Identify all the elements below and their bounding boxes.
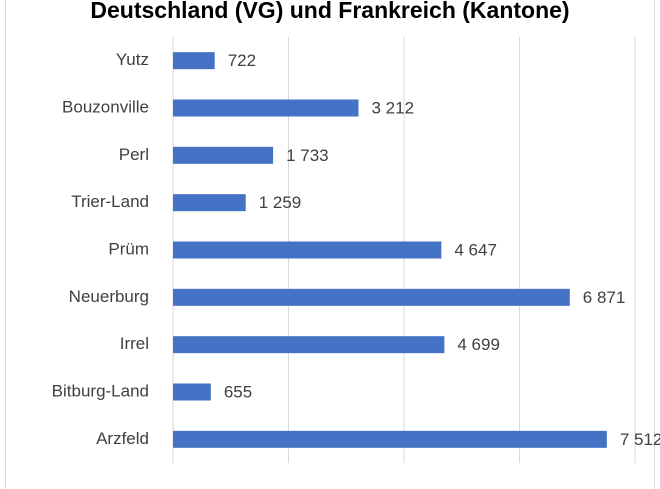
- y-tick-label: Prüm: [108, 239, 149, 258]
- y-tick-label: Yutz: [116, 50, 149, 69]
- data-label: 3 212: [371, 98, 414, 117]
- y-tick-label: Trier-Land: [71, 192, 149, 211]
- data-label: 655: [224, 382, 252, 401]
- bar: [173, 241, 442, 259]
- data-label: 1 733: [286, 146, 329, 165]
- y-tick-label: Perl: [119, 145, 149, 164]
- bar: [173, 383, 211, 401]
- bar: [173, 288, 570, 306]
- y-tick-label: Bitburg-Land: [52, 381, 149, 400]
- bar: [173, 194, 246, 212]
- data-label: 7 512: [620, 430, 660, 449]
- data-label: 6 871: [583, 288, 626, 307]
- chart-title: Deutschland (VG) und Frankreich (Kantone…: [90, 0, 569, 23]
- data-label: 1 259: [259, 193, 302, 212]
- bar: [173, 52, 215, 70]
- y-tick-label: Irrel: [120, 334, 149, 353]
- data-label: 722: [228, 51, 256, 70]
- bar: [173, 99, 359, 117]
- data-label: 4 699: [457, 335, 500, 354]
- y-tick-label: Bouzonville: [62, 97, 149, 116]
- bar: [173, 146, 274, 164]
- bar: [173, 336, 445, 354]
- y-tick-label: Neuerburg: [69, 287, 149, 306]
- data-label: 4 647: [454, 240, 497, 259]
- y-tick-label: Arzfeld: [96, 429, 149, 448]
- bar: [173, 430, 607, 448]
